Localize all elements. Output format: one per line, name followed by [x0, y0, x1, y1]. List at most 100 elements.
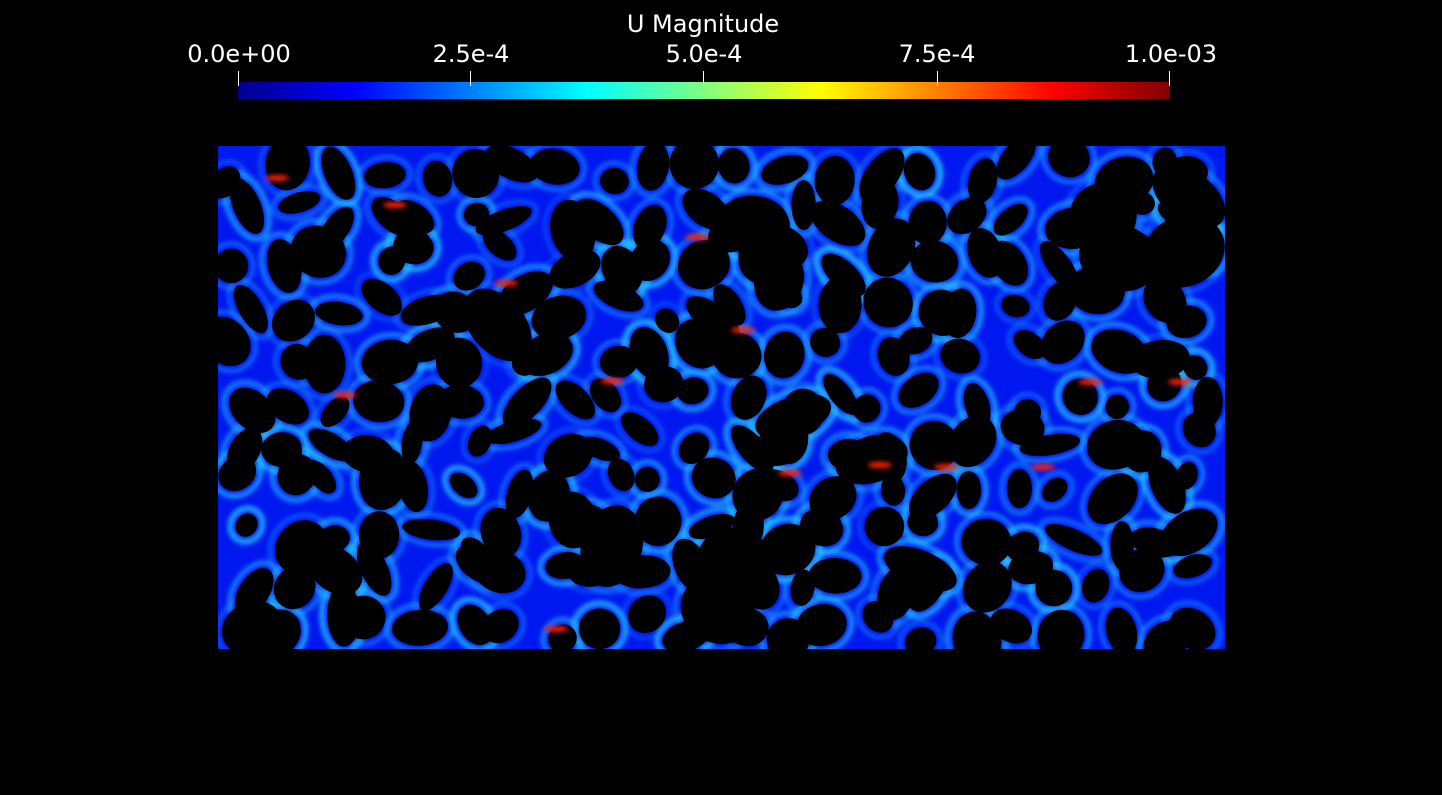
colorbar-title: U Magnitude [626, 10, 780, 38]
solid-grain [1142, 214, 1225, 288]
hotspot [333, 392, 357, 398]
solid-grain [761, 154, 809, 185]
channel-segment [1075, 562, 1116, 609]
solid-grain [482, 608, 519, 644]
solid-grain [308, 545, 363, 595]
solid-grain [679, 432, 710, 464]
solid-grain [759, 523, 816, 576]
solid-grain [600, 167, 629, 195]
solid-grain [320, 396, 350, 428]
solid-grain [1147, 367, 1182, 402]
solid-grain [711, 332, 762, 379]
channel-segment [1081, 467, 1144, 531]
solid-grain [898, 326, 933, 355]
channel-segment [898, 620, 944, 649]
solid-grain [908, 200, 947, 245]
channel-segment [614, 405, 665, 453]
solid-grain [956, 471, 982, 510]
solid-grain [990, 608, 1033, 644]
solid-grain [967, 158, 998, 204]
colorbar [238, 82, 1170, 99]
solid-grain [942, 288, 977, 339]
solid-grain [607, 458, 635, 492]
solid-grain [574, 198, 624, 246]
solid-grain [713, 284, 746, 326]
hotspot [778, 470, 802, 476]
solid-grain [791, 180, 816, 230]
solid-grain [361, 339, 419, 385]
solid-grain [218, 455, 257, 492]
solid-grain [634, 466, 660, 492]
solid-grain [674, 318, 723, 369]
solid-grain [593, 280, 644, 312]
solid-grain [1068, 182, 1137, 252]
solid-grain [632, 204, 667, 250]
solid-grain [996, 146, 1036, 180]
channel-segment [218, 242, 255, 290]
colorbar-tick-4 [1169, 71, 1170, 86]
solid-grain [482, 228, 517, 261]
solid-grain [519, 332, 573, 377]
channel-segment [227, 505, 266, 545]
hotspot [265, 175, 289, 181]
solid-grain [717, 148, 750, 184]
solid-grain [691, 457, 736, 499]
solid-grain [315, 301, 363, 326]
solid-grain [1019, 433, 1081, 457]
solid-grain [810, 200, 866, 246]
solid-grain [278, 191, 321, 214]
solid-grain [364, 161, 406, 189]
solid-grain [835, 434, 908, 485]
solid-grain [580, 505, 644, 587]
solid-grain [1130, 339, 1191, 379]
solid-grains [218, 146, 1225, 649]
solid-grain [401, 420, 423, 465]
solid-grain [867, 218, 916, 277]
solid-grain [715, 195, 790, 255]
solid-grain [755, 394, 832, 440]
solid-grain [1040, 241, 1080, 292]
solid-grain [884, 546, 957, 592]
solid-grain [1087, 473, 1138, 525]
solid-grain [823, 373, 859, 415]
solid-grain [290, 225, 347, 278]
solid-grain [273, 566, 316, 610]
solid-grain [698, 527, 767, 584]
channel-segment [1099, 601, 1144, 649]
solid-grain [961, 518, 1012, 566]
solid-grain [962, 561, 1012, 613]
colorbar-tick-label-3: 7.5e-4 [898, 40, 976, 68]
high-velocity-hotspots [265, 175, 1192, 632]
solid-grain [1105, 394, 1130, 419]
solid-grain [555, 380, 596, 420]
hotspot [600, 378, 624, 384]
hotspot [868, 462, 892, 468]
solid-grain [229, 387, 276, 433]
solid-grain [1042, 477, 1068, 502]
solid-grain [852, 394, 881, 423]
solid-grain [229, 178, 265, 234]
solid-grain [437, 384, 484, 419]
solid-grain [474, 549, 526, 594]
solid-grain [909, 420, 960, 470]
colorbar-tick-label-4: 1.0e-03 [1124, 40, 1218, 68]
colorbar-tick-2 [703, 71, 704, 86]
channel-segment [724, 369, 773, 427]
solid-grain [1148, 456, 1186, 514]
solid-grain [371, 196, 415, 237]
colorbar-tick-label-0: 0.0e+00 [187, 40, 291, 68]
solid-grain [1037, 609, 1085, 649]
solid-grain [395, 199, 435, 234]
hotspot [934, 464, 958, 470]
solid-grain [1169, 607, 1216, 649]
colorbar-tick-0 [238, 71, 239, 86]
solid-grain [799, 508, 844, 547]
solid-grain [599, 345, 638, 378]
channel-segment [983, 601, 1040, 649]
solid-grain [502, 377, 552, 428]
solid-grain [467, 425, 493, 457]
solid-grain [1105, 607, 1138, 649]
solid-grain [952, 611, 1002, 649]
solid-grain [1007, 468, 1032, 509]
solid-grain [808, 557, 862, 594]
